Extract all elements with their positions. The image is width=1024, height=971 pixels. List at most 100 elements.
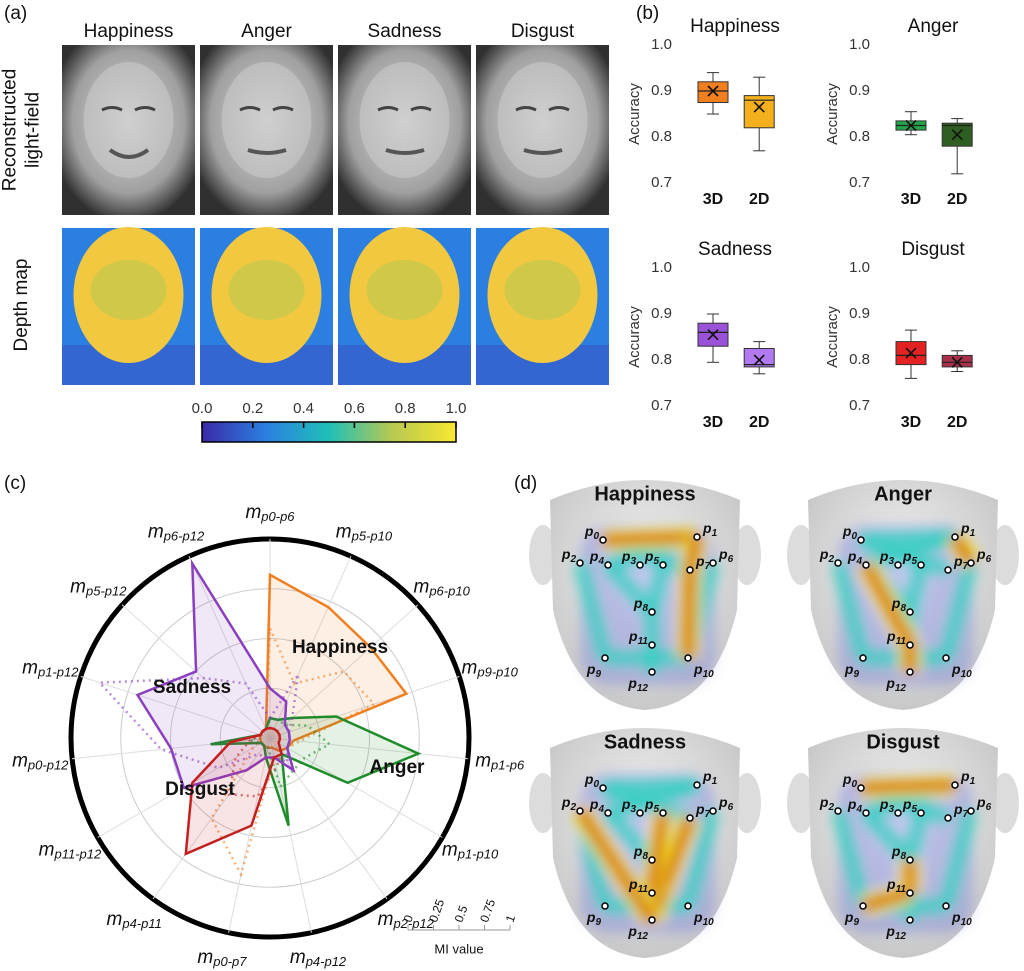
point-symbol: p bbox=[960, 768, 970, 784]
series-label: Sadness bbox=[153, 677, 231, 698]
point-index: 6 bbox=[728, 554, 734, 565]
landmark-label: p5 bbox=[902, 796, 918, 815]
landmark-label: p8 bbox=[891, 843, 907, 862]
point-index: 9 bbox=[595, 669, 601, 680]
landmark bbox=[857, 784, 865, 792]
axis-subscript: p5-p12 bbox=[85, 584, 127, 599]
landmark-label: p1 bbox=[960, 768, 976, 787]
y-tick-label: 1.0 bbox=[651, 259, 672, 276]
spoke bbox=[269, 737, 388, 900]
scale-tick-label: 0 bbox=[401, 913, 417, 924]
spoke bbox=[152, 737, 271, 900]
landmark bbox=[604, 809, 612, 817]
point-symbol: p bbox=[584, 523, 594, 539]
point-index: 9 bbox=[853, 917, 859, 928]
landmark bbox=[859, 902, 867, 910]
axis-subscript: p6-p10 bbox=[428, 584, 470, 599]
landmark-label: p12 bbox=[627, 675, 648, 694]
point-symbol: p bbox=[693, 909, 703, 925]
y-axis-label: Accuracy bbox=[626, 306, 643, 368]
mean-marker bbox=[951, 129, 963, 141]
axis-label: mp0-p7 bbox=[197, 947, 247, 969]
heat-line bbox=[602, 533, 698, 544]
heat-line bbox=[939, 561, 978, 660]
depth-shade bbox=[504, 260, 581, 320]
point-index: 6 bbox=[728, 802, 734, 813]
heat bbox=[831, 773, 978, 933]
axis-symbol: m bbox=[107, 909, 123, 930]
landmark-label: p10 bbox=[951, 909, 972, 928]
row-label-line: Reconstructed bbox=[0, 69, 21, 192]
point-symbol: p bbox=[953, 801, 963, 817]
heat-line bbox=[602, 808, 658, 865]
axis-subscript: p0-p7 bbox=[212, 955, 247, 970]
axis-label: mp0-p12 bbox=[12, 751, 69, 773]
y-tick-label: 0.7 bbox=[651, 174, 672, 191]
depth-shade bbox=[228, 260, 305, 320]
axis-subscript: p1-p12 bbox=[37, 665, 79, 680]
point-index: 0 bbox=[593, 531, 599, 542]
point-index: 8 bbox=[642, 851, 648, 862]
chart-title: Disgust bbox=[901, 239, 965, 260]
landmark bbox=[906, 856, 914, 864]
heat bbox=[571, 773, 720, 933]
axis-symbol: m bbox=[336, 521, 352, 542]
point-symbol: p bbox=[976, 546, 986, 562]
ear bbox=[529, 773, 557, 833]
heat-line bbox=[573, 561, 612, 660]
axis-label: mp5-p12 bbox=[70, 576, 127, 598]
point-symbol: p bbox=[633, 595, 643, 611]
point-symbol: p bbox=[819, 794, 829, 810]
y-axis-label: Accuracy bbox=[824, 83, 841, 145]
spoke bbox=[188, 556, 271, 739]
mean-marker bbox=[707, 85, 719, 97]
point-symbol: p bbox=[561, 794, 571, 810]
axis-symbol: m bbox=[290, 947, 306, 968]
heat-line bbox=[686, 536, 701, 571]
landmark-label: p7 bbox=[953, 553, 969, 572]
landmark-label: p1 bbox=[702, 520, 718, 539]
face-title: Anger bbox=[874, 483, 932, 505]
landmark bbox=[834, 807, 842, 815]
panel-label: (a) bbox=[4, 3, 27, 24]
point-symbol: p bbox=[886, 628, 896, 644]
point-symbol: p bbox=[960, 520, 970, 536]
x-tick-label: 3D bbox=[703, 191, 723, 208]
axis-symbol: m bbox=[148, 521, 164, 542]
point-index: 12 bbox=[895, 683, 907, 694]
y-tick-label: 0.9 bbox=[651, 82, 672, 99]
landmark bbox=[601, 902, 609, 910]
point-symbol: p bbox=[902, 548, 912, 564]
spoke bbox=[269, 556, 352, 739]
landmark bbox=[967, 807, 975, 815]
landmark bbox=[906, 641, 914, 649]
axis-label: mp1-p10 bbox=[442, 840, 499, 862]
point-index: 7 bbox=[963, 809, 969, 820]
landmark bbox=[659, 561, 667, 569]
ear bbox=[529, 525, 557, 585]
ear bbox=[787, 525, 815, 585]
landmark-label: p11 bbox=[886, 876, 906, 895]
point-symbol: p bbox=[561, 546, 571, 562]
spoke bbox=[269, 737, 443, 838]
point-index: 0 bbox=[851, 779, 857, 790]
point-symbol: p bbox=[586, 661, 596, 677]
point-index: 7 bbox=[705, 561, 711, 572]
landmark-label: p11 bbox=[628, 628, 648, 647]
axis-label: mp5-p10 bbox=[336, 521, 393, 543]
mean-marker bbox=[951, 356, 963, 368]
axis-subscript: p4-p12 bbox=[305, 955, 347, 970]
y-tick-label: 0.8 bbox=[849, 128, 870, 145]
point-index: 11 bbox=[638, 884, 649, 895]
axis-symbol: m bbox=[70, 576, 86, 597]
point-index: 12 bbox=[637, 683, 649, 694]
landmark-label: p2 bbox=[819, 794, 835, 813]
y-axis-label: Accuracy bbox=[626, 83, 643, 145]
point-symbol: p bbox=[633, 843, 643, 859]
eyes bbox=[239, 106, 294, 112]
landmark bbox=[857, 536, 865, 544]
y-tick-label: 0.9 bbox=[849, 82, 870, 99]
landmark bbox=[601, 654, 609, 662]
landmark bbox=[917, 561, 925, 569]
